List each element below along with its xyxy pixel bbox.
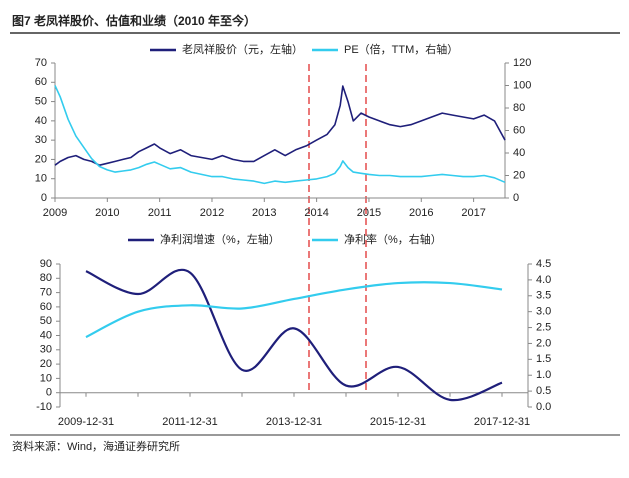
y-tick-label: 10: [40, 372, 52, 384]
y2-tick-label: 3.0: [536, 306, 551, 318]
y-tick-label: 50: [40, 315, 52, 327]
y-tick-label: 30: [40, 344, 52, 356]
legend-label: PE（倍，TTM，右轴）: [344, 42, 458, 56]
y2-tick-label: 4.0: [536, 274, 551, 286]
x-tick-label: 2015: [357, 207, 381, 219]
y2-tick-label: 20: [513, 169, 525, 181]
y2-tick-label: 2.0: [536, 337, 551, 349]
legend-label: 老凤祥股价（元，左轴）: [182, 42, 303, 56]
source: 资料来源：Wind，海通证券研究所: [12, 439, 180, 453]
y2-tick-label: 2.5: [536, 321, 551, 333]
y2-tick-label: 1.0: [536, 369, 551, 381]
y-tick-label: 80: [40, 272, 52, 284]
y2-tick-label: 0.0: [536, 401, 551, 413]
x-tick-label: 2016: [409, 207, 433, 219]
y-tick-label: 40: [35, 115, 47, 127]
y-tick-label: 70: [40, 287, 52, 299]
y2-tick-label: 80: [513, 102, 525, 114]
x-tick-label: 2011: [148, 207, 172, 219]
legend-label: 净利率（%，右轴）: [344, 232, 442, 246]
y-tick-label: 60: [40, 301, 52, 313]
legend-label: 净利润增速（%，左轴）: [160, 232, 280, 246]
y-tick-label: 0: [46, 387, 52, 399]
x-tick-label: 2009: [43, 207, 67, 219]
y-tick-label: 40: [40, 329, 52, 341]
x-tick-label: 2013-12-31: [266, 416, 322, 428]
series-line: [54, 85, 506, 185]
x-tick-label: 2015-12-31: [370, 416, 426, 428]
y2-tick-label: 3.5: [536, 290, 551, 302]
y-tick-label: -10: [36, 401, 52, 413]
y-tick-label: 20: [35, 153, 47, 165]
y2-tick-label: 60: [513, 124, 525, 136]
y2-tick-label: 1.5: [536, 353, 551, 365]
x-tick-label: 2017: [461, 207, 485, 219]
series-line: [85, 268, 503, 402]
x-tick-label: 2013: [252, 207, 276, 219]
y-tick-label: 10: [35, 173, 47, 185]
x-tick-label: 2014: [304, 207, 328, 219]
x-tick-label: 2011-12-31: [162, 416, 217, 428]
y2-tick-label: 120: [513, 57, 531, 69]
y2-tick-label: 4.5: [536, 258, 551, 270]
y-tick-label: 0: [41, 192, 47, 204]
y2-tick-label: 40: [513, 147, 525, 159]
series-line: [54, 85, 506, 166]
y-tick-label: 30: [35, 134, 47, 146]
y-tick-label: 90: [40, 258, 52, 270]
y-tick-label: 60: [35, 76, 47, 88]
y-tick-label: 70: [35, 57, 47, 69]
x-tick-label: 2017-12-31: [474, 416, 530, 428]
y-tick-label: 50: [35, 95, 47, 107]
y2-tick-label: 0.5: [536, 385, 551, 397]
x-tick-label: 2012: [200, 207, 224, 219]
y2-tick-label: 0: [513, 192, 519, 204]
y2-tick-label: 100: [513, 79, 531, 91]
y-tick-label: 20: [40, 358, 52, 370]
x-tick-label: 2010: [95, 207, 119, 219]
series-line: [85, 281, 503, 339]
x-tick-label: 2009-12-31: [58, 416, 114, 428]
title: 图7 老凤祥股价、估值和业绩（2010 年至今）: [12, 13, 256, 28]
